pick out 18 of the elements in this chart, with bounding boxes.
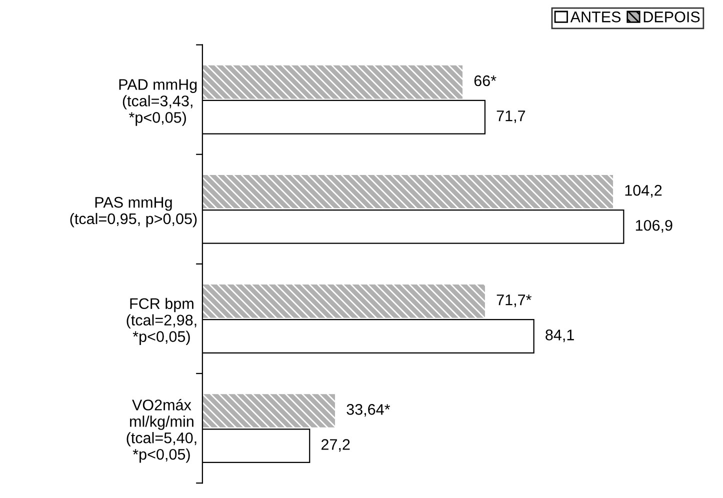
data-label: 27,2 (322, 439, 350, 452)
bar (202, 174, 614, 208)
y-tick-label: PAS mmHg (tcal=0,95, p>0,05) (70, 196, 197, 228)
y-tick-label: PAD mmHg (tcal=3,43, *p<0,05) (119, 79, 197, 126)
data-label: 71,7* (496, 294, 532, 308)
data-label: 84,1 (546, 330, 574, 342)
bar (202, 284, 485, 318)
y-tick-label: VO2máx ml/kg/min (tcal=5,40, *p<0,05) (126, 398, 196, 463)
data-label: 106,9 (636, 220, 672, 233)
y-tick-label: FCR bpm (tcal=2,98, *p<0,05) (126, 298, 196, 345)
legend-label: ANTES (570, 12, 621, 22)
bar (202, 65, 463, 99)
data-label: 104,2 (625, 184, 662, 198)
data-label: 33,64* (346, 404, 390, 417)
data-label: 71,7 (496, 110, 526, 124)
text: DEPOIS (644, 12, 700, 22)
bar (202, 394, 335, 428)
data-label: 66* (474, 75, 496, 86)
